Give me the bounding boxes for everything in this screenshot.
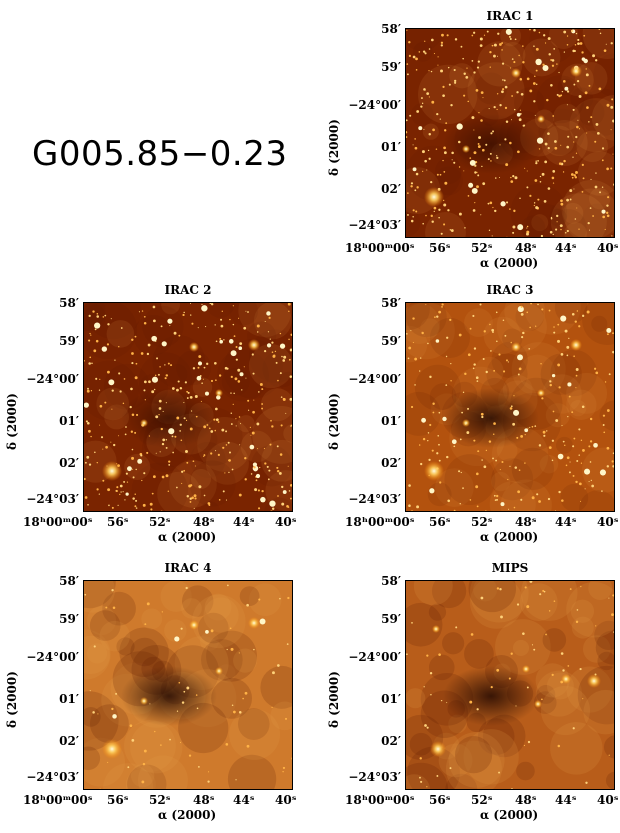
y-tick-label: 58′ <box>59 574 79 588</box>
x-tick-label: 18ʰ00ᵐ <box>345 793 394 807</box>
y-tick-label: 59′ <box>381 612 401 626</box>
x-axis-label: α (2000) <box>480 256 539 270</box>
y-tick-label: 01′ <box>59 692 79 706</box>
x-tick-label: 00ˢ <box>393 793 415 807</box>
x-tick-label: 00ˢ <box>71 793 93 807</box>
y-tick-label: 59′ <box>381 334 401 348</box>
y-tick-label: −24°03′ <box>348 492 401 506</box>
panel-irac2: IRAC 2 58′ 59′ −24°00′ 01′ 02′ −24°03′ 18ʰ00ᵐ 0… <box>5 283 296 544</box>
y-axis-label: δ (2000) <box>327 393 341 450</box>
x-tick-label: 40ˢ <box>597 241 619 255</box>
y-tick-label: 02′ <box>381 456 401 470</box>
y-tick-label: 02′ <box>381 182 401 196</box>
panel-image <box>405 580 615 790</box>
panel-title: IRAC 4 <box>164 561 212 575</box>
panel-irac1: IRAC 1 58′ 59′ −24°00′ 01′ 02′ −24°03′ 18ʰ00ᵐ 0… <box>327 9 618 270</box>
y-tick-label: 58′ <box>59 296 79 310</box>
x-tick-label: 40ˢ <box>275 515 297 529</box>
y-tick-label: 02′ <box>381 734 401 748</box>
y-tick-label: 01′ <box>381 692 401 706</box>
y-tick-label: 01′ <box>381 414 401 428</box>
y-tick-label: 01′ <box>381 140 401 154</box>
x-tick-label: 56ˢ <box>429 241 451 255</box>
y-tick-label: 02′ <box>59 456 79 470</box>
y-tick-label: −24°03′ <box>26 492 79 506</box>
y-tick-label: −24°03′ <box>348 218 401 232</box>
panel-image <box>405 28 615 238</box>
panel-image <box>405 302 615 512</box>
x-axis-label: α (2000) <box>480 808 539 822</box>
panel-image <box>83 302 293 512</box>
x-tick-label: 44ˢ <box>555 793 577 807</box>
x-axis-label: α (2000) <box>158 530 217 544</box>
panel-title: IRAC 1 <box>486 9 534 23</box>
x-tick-label: 00ˢ <box>71 515 93 529</box>
x-tick-label: 52ˢ <box>471 241 493 255</box>
panel-image <box>83 580 293 790</box>
x-tick-label: 52ˢ <box>471 793 493 807</box>
y-tick-label: −24°00′ <box>348 372 401 386</box>
y-tick-label: 02′ <box>59 734 79 748</box>
y-tick-label: −24°00′ <box>348 98 401 112</box>
y-tick-label: 58′ <box>381 296 401 310</box>
y-axis-label: δ (2000) <box>327 119 341 176</box>
y-axis-label: δ (2000) <box>327 671 341 728</box>
y-tick-label: 01′ <box>59 414 79 428</box>
x-tick-label: 40ˢ <box>597 793 619 807</box>
x-tick-label: 48ˢ <box>193 515 215 529</box>
y-tick-label: 59′ <box>59 334 79 348</box>
y-tick-label: −24°03′ <box>348 770 401 784</box>
y-tick-label: −24°00′ <box>26 372 79 386</box>
x-tick-label: 18ʰ00ᵐ <box>23 515 72 529</box>
x-tick-label: 44ˢ <box>555 241 577 255</box>
panel-irac3: IRAC 3 58′ 59′ −24°00′ 01′ 02′ −24°03′ 18ʰ00ᵐ 0… <box>327 283 618 544</box>
x-tick-label: 00ˢ <box>393 515 415 529</box>
x-tick-label: 48ˢ <box>193 793 215 807</box>
y-tick-label: 58′ <box>381 22 401 36</box>
x-tick-label: 40ˢ <box>275 793 297 807</box>
y-tick-label: 58′ <box>381 574 401 588</box>
x-tick-label: 48ˢ <box>515 793 537 807</box>
x-axis-label: α (2000) <box>158 808 217 822</box>
y-axis-label: δ (2000) <box>5 393 19 450</box>
panel-title: IRAC 3 <box>486 283 534 297</box>
x-axis-label: α (2000) <box>480 530 539 544</box>
y-tick-label: 59′ <box>59 612 79 626</box>
x-tick-label: 56ˢ <box>107 515 129 529</box>
x-tick-label: 44ˢ <box>555 515 577 529</box>
y-tick-label: −24°00′ <box>348 650 401 664</box>
x-tick-label: 40ˢ <box>597 515 619 529</box>
y-axis-label: δ (2000) <box>5 671 19 728</box>
panel-irac4: IRAC 4 58′ 59′ −24°00′ 01′ 02′ −24°03′ 18ʰ00ᵐ 0… <box>5 561 296 822</box>
x-tick-label: 56ˢ <box>107 793 129 807</box>
x-tick-label: 52ˢ <box>149 515 171 529</box>
panel-mips: MIPS 58′ 59′ −24°00′ 01′ 02′ −24°03′ 18ʰ00ᵐ 00ˢ… <box>327 561 618 822</box>
x-tick-label: 56ˢ <box>429 515 451 529</box>
x-tick-label: 18ʰ00ᵐ <box>345 241 394 255</box>
x-tick-label: 56ˢ <box>429 793 451 807</box>
x-tick-label: 00ˢ <box>393 241 415 255</box>
x-tick-label: 48ˢ <box>515 515 537 529</box>
x-tick-label: 18ʰ00ᵐ <box>345 515 394 529</box>
x-tick-label: 44ˢ <box>233 793 255 807</box>
figure-title: G005.85−0.23 <box>32 134 288 174</box>
x-tick-label: 48ˢ <box>515 241 537 255</box>
panel-title: MIPS <box>491 561 529 575</box>
y-tick-label: −24°03′ <box>26 770 79 784</box>
y-tick-label: −24°00′ <box>26 650 79 664</box>
x-tick-label: 52ˢ <box>471 515 493 529</box>
panel-title: IRAC 2 <box>164 283 212 297</box>
x-tick-label: 44ˢ <box>233 515 255 529</box>
x-tick-label: 18ʰ00ᵐ <box>23 793 72 807</box>
x-tick-label: 52ˢ <box>149 793 171 807</box>
y-tick-label: 59′ <box>381 60 401 74</box>
